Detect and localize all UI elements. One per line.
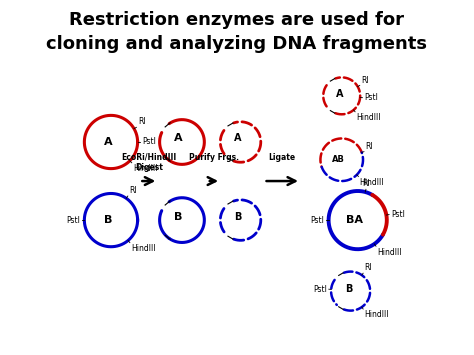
Text: cloning and analyzing DNA fragments: cloning and analyzing DNA fragments (46, 36, 428, 53)
Text: PstI: PstI (364, 93, 378, 102)
Text: A: A (234, 133, 241, 143)
Text: A: A (174, 133, 183, 143)
Text: PstI: PstI (66, 215, 80, 225)
Text: RI: RI (364, 263, 372, 272)
Text: B: B (345, 284, 353, 294)
Text: Purify Frgs.: Purify Frgs. (189, 153, 239, 162)
Text: A: A (104, 137, 112, 147)
Text: PstI: PstI (391, 210, 405, 219)
Text: RI: RI (365, 142, 373, 151)
Text: Ligate: Ligate (269, 153, 296, 162)
Text: EcoRi/HindIII: EcoRi/HindIII (121, 153, 176, 162)
Text: PstI: PstI (310, 215, 324, 225)
Text: B: B (234, 212, 241, 222)
Text: HindIII: HindIII (360, 178, 384, 187)
Text: HindIII: HindIII (133, 164, 157, 173)
Text: RI: RI (138, 118, 146, 126)
Text: RI: RI (363, 179, 370, 187)
Text: PstI: PstI (142, 137, 156, 147)
Text: Digest: Digest (135, 163, 163, 172)
Text: BA: BA (346, 215, 363, 225)
Text: B: B (174, 212, 182, 222)
Text: HindIII: HindIII (131, 244, 155, 253)
Text: RI: RI (361, 76, 369, 85)
Text: HindIII: HindIII (364, 310, 389, 319)
Text: AB: AB (332, 155, 346, 164)
Text: HindIII: HindIII (356, 113, 381, 122)
Text: RI: RI (129, 186, 137, 195)
Text: Restriction enzymes are used for: Restriction enzymes are used for (70, 11, 404, 28)
Text: PstI: PstI (313, 285, 327, 294)
Text: B: B (104, 215, 112, 225)
Text: A: A (336, 89, 344, 99)
Text: HindIII: HindIII (377, 248, 401, 257)
